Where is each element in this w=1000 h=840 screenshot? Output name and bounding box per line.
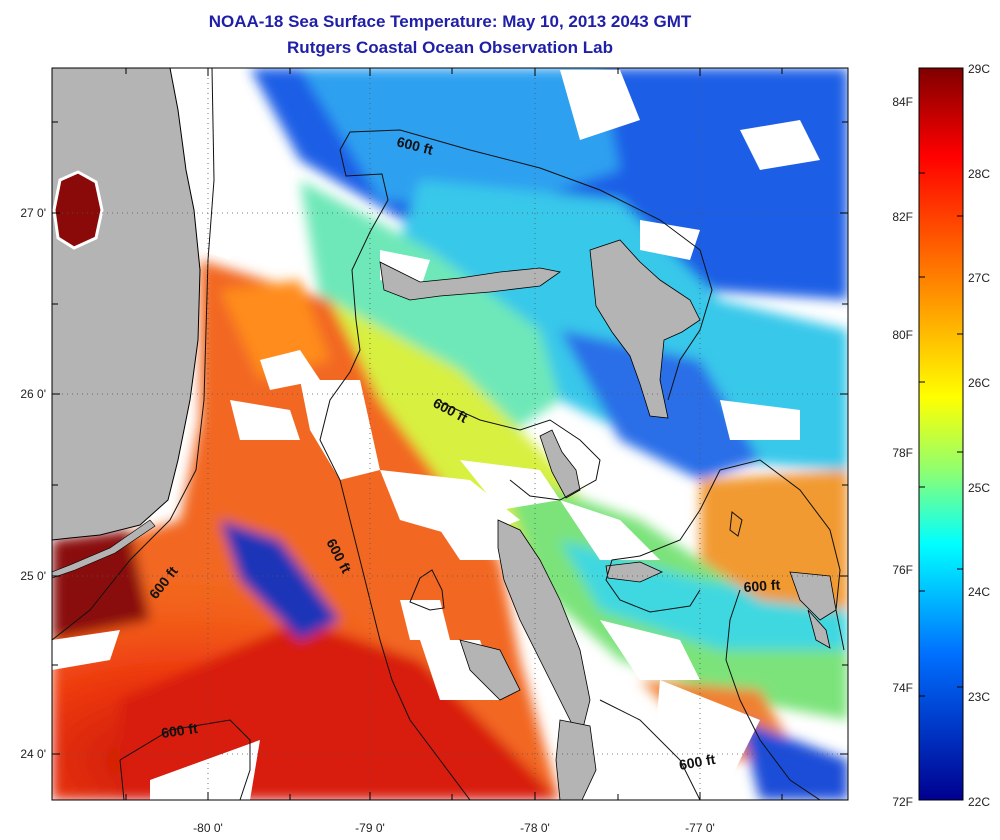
bathymetry-contours [52, 68, 845, 800]
map-border [51, 67, 849, 801]
cloud-mask [52, 68, 820, 800]
colorbar-label-celsius: 27C [968, 271, 990, 285]
contour-label: 600 ft [160, 720, 199, 741]
colorbar-label-celsius: 28C [968, 167, 990, 181]
lat-tick-label: 27 0' [20, 206, 46, 220]
colorbar: 29C 28C 27C 26C 25C 24C 23C 22C 84F 82F … [892, 62, 990, 809]
lon-tick-label: -78 0' [520, 821, 550, 835]
lat-axis: 27 0' 26 0' 25 0' 24 0' [20, 206, 46, 761]
map-ticks [52, 68, 848, 800]
lake-okeechobee [52, 170, 104, 250]
lat-tick-label: 24 0' [20, 747, 46, 761]
colorbar-label-fahrenheit: 80F [892, 328, 913, 342]
colorbar-label-fahrenheit: 74F [892, 681, 913, 695]
florida-keys [52, 519, 156, 579]
colorbar-label-celsius: 22C [968, 795, 990, 809]
colorbar-label-fahrenheit: 72F [892, 795, 913, 809]
map-subtitle: Rutgers Coastal Ocean Observation Lab [287, 38, 613, 57]
colorbar-label-fahrenheit: 84F [892, 95, 913, 109]
contour-label: 600 ft [678, 751, 717, 773]
bahamas-islands [379, 239, 837, 800]
lat-tick-label: 26 0' [20, 387, 46, 401]
lat-tick-label: 25 0' [20, 569, 46, 583]
colorbar-label-celsius: 25C [968, 481, 990, 495]
colorbar-label-celsius: 23C [968, 690, 990, 704]
map-title: NOAA-18 Sea Surface Temperature: May 10,… [208, 12, 692, 31]
colorbar-label-fahrenheit: 76F [892, 563, 913, 577]
map-panel: 600 ft 600 ft 600 ft 600 ft 600 ft 600 f… [52, 68, 848, 800]
colorbar-label-celsius: 26C [968, 376, 990, 390]
lon-tick-label: -77 0' [685, 821, 715, 835]
lon-tick-label: -79 0' [355, 821, 385, 835]
colorbar-ramp [918, 67, 964, 801]
colorbar-label-celsius: 24C [968, 585, 990, 599]
map-grid [52, 68, 848, 800]
contour-label: 600 ft [743, 576, 781, 595]
colorbar-label-celsius: 29C [968, 62, 990, 76]
colorbar-label-fahrenheit: 82F [892, 210, 913, 224]
colorbar-label-fahrenheit: 78F [892, 446, 913, 460]
lon-axis: -80 0' -79 0' -78 0' -77 0' [193, 821, 715, 835]
lon-tick-label: -80 0' [193, 821, 223, 835]
